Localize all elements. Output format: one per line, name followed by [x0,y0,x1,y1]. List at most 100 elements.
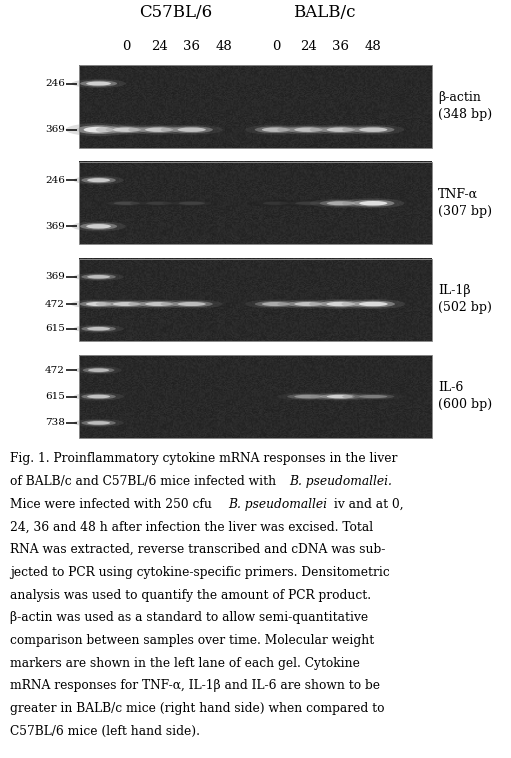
Ellipse shape [87,395,110,399]
Text: RNA was extracted, reverse transcribed and cDNA was sub-: RNA was extracted, reverse transcribed a… [10,543,386,556]
Ellipse shape [146,202,173,205]
Ellipse shape [352,394,394,399]
Text: 369: 369 [45,222,65,231]
Ellipse shape [277,125,339,135]
Text: 615: 615 [45,324,65,334]
Ellipse shape [320,200,362,206]
Text: 0: 0 [272,40,280,53]
Text: 615: 615 [45,392,65,401]
Ellipse shape [72,79,126,88]
Ellipse shape [87,327,110,330]
Ellipse shape [172,201,212,205]
Ellipse shape [255,301,297,307]
Ellipse shape [128,299,190,309]
Ellipse shape [113,127,141,132]
Text: 369: 369 [45,125,65,134]
Text: 48: 48 [216,40,233,53]
Ellipse shape [171,127,213,133]
Ellipse shape [140,201,179,205]
Text: greater in BALB/c mice (right hand side) when compared to: greater in BALB/c mice (right hand side)… [10,702,385,716]
Text: 36: 36 [332,40,350,53]
Ellipse shape [75,366,122,374]
Text: 472: 472 [45,299,65,309]
Ellipse shape [83,368,114,373]
Ellipse shape [359,395,387,398]
Ellipse shape [309,299,373,309]
Text: mRNA responses for TNF-α, IL-1β and IL-6 are shown to be: mRNA responses for TNF-α, IL-1β and IL-6… [10,679,380,693]
Ellipse shape [80,223,117,230]
Ellipse shape [87,421,110,424]
Ellipse shape [247,200,305,207]
Ellipse shape [96,299,158,309]
Bar [79,65,432,148]
Text: 0: 0 [123,40,131,53]
Ellipse shape [72,221,126,231]
Ellipse shape [107,201,147,205]
Ellipse shape [74,176,124,185]
Ellipse shape [178,302,206,306]
Text: β-actin
(348 bp): β-actin (348 bp) [438,91,492,121]
Ellipse shape [81,394,116,399]
Ellipse shape [341,299,405,309]
Ellipse shape [178,127,206,132]
Text: 369: 369 [45,272,65,281]
Ellipse shape [280,200,337,207]
Ellipse shape [74,393,124,400]
Ellipse shape [255,127,297,133]
Text: of BALB/c and C57BL/6 mice infected with: of BALB/c and C57BL/6 mice infected with [10,475,280,488]
Ellipse shape [359,201,387,205]
Ellipse shape [160,299,223,309]
Ellipse shape [138,301,180,307]
Ellipse shape [84,127,113,133]
Ellipse shape [171,301,213,307]
Text: 24, 36 and 48 h after infection the liver was excised. Total: 24, 36 and 48 h after infection the live… [10,520,374,534]
Ellipse shape [287,127,330,133]
Text: β-actin was used as a standard to allow semi-quantitative: β-actin was used as a standard to allow … [10,611,368,625]
Ellipse shape [294,395,322,399]
Ellipse shape [81,274,116,280]
Ellipse shape [74,324,124,333]
Text: C57BL/6 mice (left hand side).: C57BL/6 mice (left hand side). [10,725,200,738]
Text: 472: 472 [45,365,65,374]
Ellipse shape [310,393,372,400]
Ellipse shape [80,80,117,86]
Ellipse shape [245,125,307,135]
Ellipse shape [160,125,223,135]
Ellipse shape [74,419,124,427]
Text: Mice were infected with 250 cfu: Mice were infected with 250 cfu [10,497,216,511]
Ellipse shape [245,299,307,309]
Text: comparison between samples over time. Molecular weight: comparison between samples over time. Mo… [10,634,375,647]
Ellipse shape [319,301,362,308]
Ellipse shape [295,202,321,205]
Ellipse shape [262,302,290,306]
Bar [79,162,432,245]
Text: B. pseudomallei: B. pseudomallei [228,497,327,511]
Ellipse shape [145,127,173,132]
Ellipse shape [178,202,205,205]
Ellipse shape [352,127,394,133]
Ellipse shape [359,127,387,132]
Text: markers are shown in the left lane of each gel. Cytokine: markers are shown in the left lane of ea… [10,656,360,670]
Bar [79,258,432,341]
Text: jected to PCR using cytokine-specific primers. Densitometric: jected to PCR using cytokine-specific pr… [10,565,390,579]
Ellipse shape [106,301,148,307]
Ellipse shape [81,326,116,331]
Ellipse shape [327,127,355,132]
Ellipse shape [294,127,322,132]
Text: 24: 24 [300,40,317,53]
Ellipse shape [352,301,395,308]
Ellipse shape [287,301,330,307]
Text: 246: 246 [45,176,65,185]
Ellipse shape [277,299,339,309]
Ellipse shape [71,299,127,309]
Ellipse shape [289,201,328,205]
Ellipse shape [80,301,118,307]
Ellipse shape [263,202,289,205]
Ellipse shape [262,127,290,132]
Text: analysis was used to quantify the amount of PCR product.: analysis was used to quantify the amount… [10,588,371,602]
Ellipse shape [342,125,404,135]
Ellipse shape [113,202,140,205]
Text: TNF-α
(307 bp): TNF-α (307 bp) [438,188,492,218]
Text: iv and at 0,: iv and at 0, [331,497,404,511]
Ellipse shape [98,200,156,207]
